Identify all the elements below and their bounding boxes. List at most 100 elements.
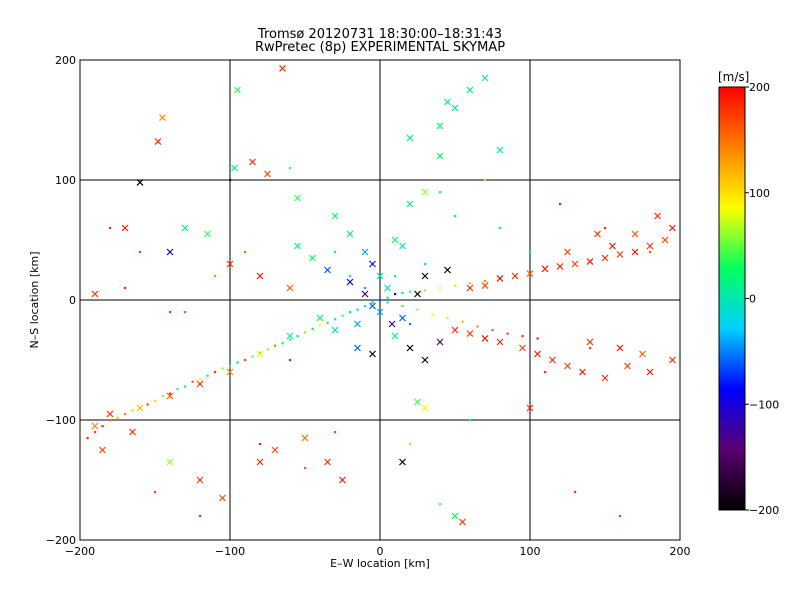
data-point-dot (574, 491, 577, 494)
data-point-cross (399, 314, 406, 322)
data-point-cross (339, 476, 346, 484)
data-point-cross (661, 236, 669, 244)
data-point-dot (424, 289, 427, 292)
data-point-cross (361, 290, 369, 298)
data-point-dot (386, 296, 389, 299)
data-point-dot (454, 284, 457, 287)
data-point-cross (451, 512, 459, 520)
data-point-dot (379, 299, 382, 302)
data-point-cross (601, 254, 609, 262)
data-point-cross (414, 290, 421, 298)
data-point-cross (264, 170, 271, 178)
colorbar-tick-label: 200 (749, 81, 770, 94)
data-point-dot (371, 301, 374, 304)
data-point-dot (259, 443, 262, 446)
colorbar-tick-label: −200 (749, 504, 779, 517)
data-point-dot (304, 467, 307, 470)
data-point-dot (439, 503, 442, 506)
data-point-cross (421, 188, 429, 196)
data-point-dot (244, 359, 247, 362)
data-point-cross (609, 242, 616, 250)
data-point-dot (484, 179, 487, 182)
data-point-cross (526, 404, 534, 412)
data-point-cross (594, 230, 601, 238)
data-point-dot (296, 335, 299, 338)
data-point-cross (481, 334, 489, 342)
data-point-cross (256, 272, 264, 280)
data-point-cross (234, 86, 241, 94)
chart-title: Tromsø 20120731 18:30:00–18:31:43 (257, 27, 503, 42)
data-point-cross (436, 122, 444, 130)
data-point-dot (259, 351, 262, 354)
data-point-dot (266, 348, 269, 351)
data-point-cross (421, 272, 429, 280)
data-point-cross (91, 290, 99, 298)
data-point-dot (139, 251, 142, 254)
data-point-dot (289, 359, 292, 362)
data-point-cross (406, 134, 414, 142)
data-point-cross (451, 104, 459, 112)
data-point-dot (109, 419, 112, 422)
data-point-cross (294, 242, 301, 250)
data-point-dot (386, 301, 389, 304)
data-point-cross (571, 260, 579, 268)
data-point-dot (484, 279, 487, 282)
data-point-cross (406, 200, 414, 208)
data-point-cross (669, 356, 676, 364)
data-point-cross (406, 344, 414, 352)
data-point-cross (256, 458, 264, 466)
data-point-dot (409, 443, 412, 446)
data-point-cross (196, 380, 204, 388)
data-point-dot (236, 361, 239, 364)
data-point-cross (556, 262, 564, 270)
data-point-cross (624, 362, 631, 370)
y-axis-label: N–S location [km] (28, 251, 41, 349)
data-point-dot (199, 378, 202, 381)
data-point-cross (654, 212, 661, 220)
data-point-cross (481, 282, 489, 290)
data-point-cross (204, 230, 211, 238)
data-point-cross (564, 248, 571, 256)
data-point-dot (476, 325, 479, 328)
data-point-cross (384, 284, 391, 292)
data-point-cross (346, 230, 354, 238)
data-point-dot (326, 321, 329, 324)
data-point-cross (466, 330, 474, 338)
data-point-cross (601, 374, 609, 382)
data-point-dot (349, 311, 352, 314)
x-tick-label: 0 (377, 545, 384, 558)
colorbar-tick-label: −100 (749, 398, 779, 411)
data-point-cross (331, 326, 339, 334)
data-point-cross (354, 344, 361, 352)
data-point-dot (281, 342, 284, 345)
data-point-cross (106, 410, 114, 418)
data-point-dot (491, 329, 494, 332)
data-point-cross (361, 248, 369, 256)
data-point-cross (286, 332, 294, 340)
data-point-dot (559, 203, 562, 206)
data-point-cross (564, 362, 571, 370)
data-point-dot (341, 314, 344, 317)
data-point-cross (459, 518, 466, 526)
data-point-dot (364, 305, 367, 308)
data-point-dot (439, 287, 442, 290)
data-point-cross (391, 332, 399, 340)
data-point-cross (346, 278, 354, 286)
data-point-dot (439, 191, 442, 194)
data-point-cross (399, 242, 406, 250)
data-point-cross (226, 368, 234, 376)
data-point-cross (526, 270, 534, 278)
data-point-cross (166, 248, 174, 256)
data-point-cross (496, 146, 504, 154)
data-point-cross (219, 494, 226, 502)
data-point-dot (154, 491, 157, 494)
data-point-dot (401, 305, 404, 308)
data-point-dot (446, 317, 449, 320)
y-tick-label: 100 (55, 174, 76, 187)
data-point-dot (116, 416, 119, 419)
data-point-dot (409, 323, 412, 326)
data-point-cross (511, 272, 519, 280)
data-point-cross (154, 138, 162, 146)
data-point-cross (309, 254, 316, 262)
